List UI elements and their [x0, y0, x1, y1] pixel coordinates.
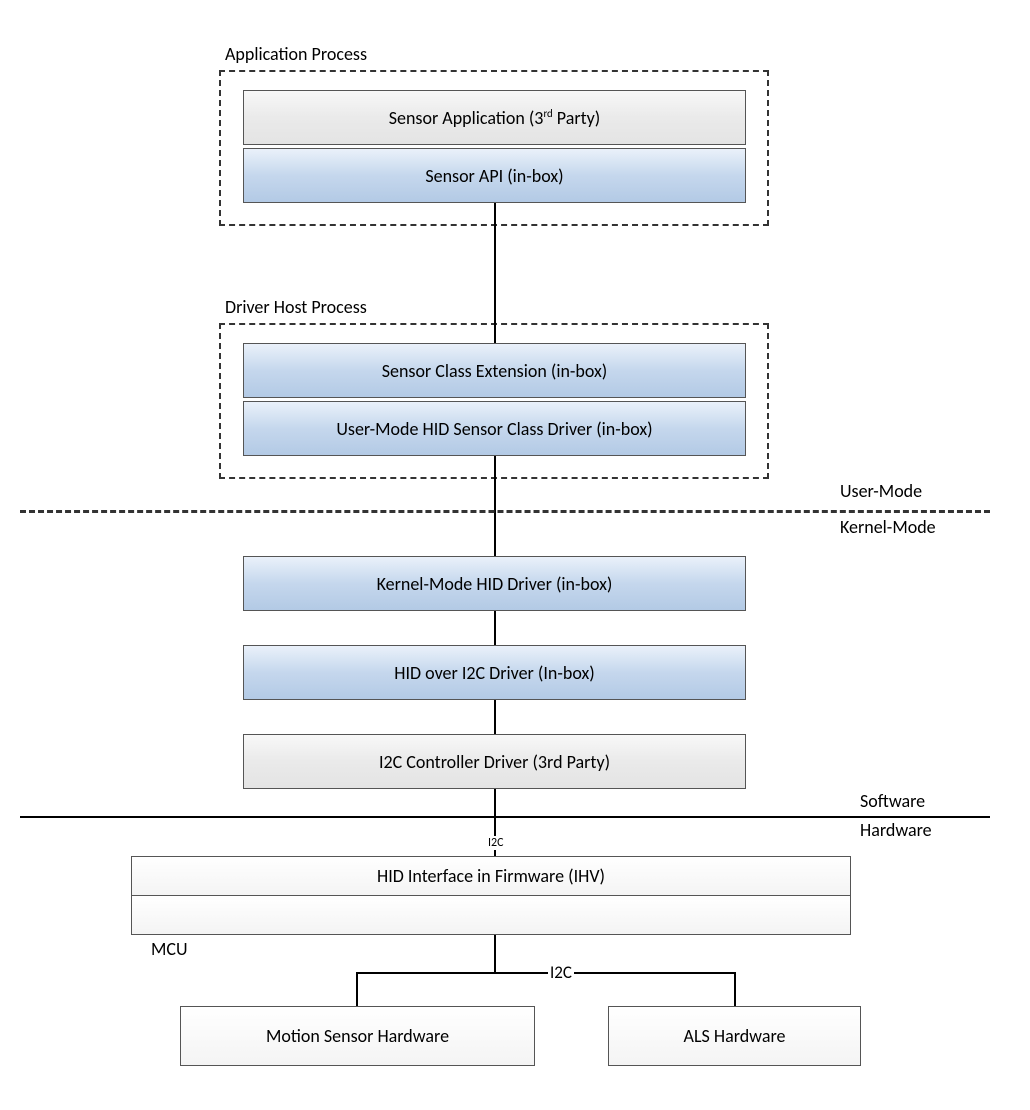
- hardware-label: Hardware: [860, 819, 932, 841]
- mcu-label: MCU: [151, 938, 188, 960]
- connector-6: [494, 935, 496, 972]
- als-hardware-node: ALS Hardware: [608, 1006, 861, 1066]
- drop-right: [734, 972, 736, 1006]
- connector-2: [494, 456, 496, 556]
- kernel-mode-label: Kernel-Mode: [840, 516, 936, 538]
- km-hid-node: Kernel-Mode HID Driver (in-box): [243, 556, 746, 611]
- driver-host-label: Driver Host Process: [225, 296, 367, 318]
- umdf-hid-node: User-Mode HID Sensor Class Driver (in-bo…: [243, 401, 746, 456]
- drop-left: [356, 972, 358, 1006]
- sensor-class-ext-node: Sensor Class Extension (in-box): [243, 343, 746, 398]
- i2c-label-bus: I2C: [548, 962, 574, 983]
- software-label: Software: [860, 790, 925, 812]
- motion-sensor-node: Motion Sensor Hardware: [180, 1006, 535, 1066]
- hid-i2c-node: HID over I2C Driver (In-box): [243, 645, 746, 700]
- hid-firmware-node: HID Interface in Firmware (IHV): [131, 856, 851, 896]
- connector-1: [494, 203, 496, 343]
- bus-horizontal: [356, 972, 734, 974]
- i2c-controller-node: I2C Controller Driver (3rd Party): [243, 734, 746, 789]
- i2c-label-top: I2C: [486, 836, 506, 850]
- diagram-canvas: Application Process Driver Host Process …: [0, 0, 1030, 1110]
- sensor-application-label: Sensor Application (3rd Party): [389, 107, 601, 129]
- user-kernel-divider: [20, 510, 990, 513]
- sw-hw-divider: [20, 816, 990, 818]
- connector-3: [494, 611, 496, 645]
- user-mode-label: User-Mode: [840, 480, 922, 502]
- app-process-label: Application Process: [225, 43, 367, 65]
- sensor-application-node: Sensor Application (3rd Party): [243, 90, 746, 145]
- sensor-api-node: Sensor API (in-box): [243, 148, 746, 203]
- mcu-body-node: [131, 895, 851, 935]
- connector-4: [494, 700, 496, 734]
